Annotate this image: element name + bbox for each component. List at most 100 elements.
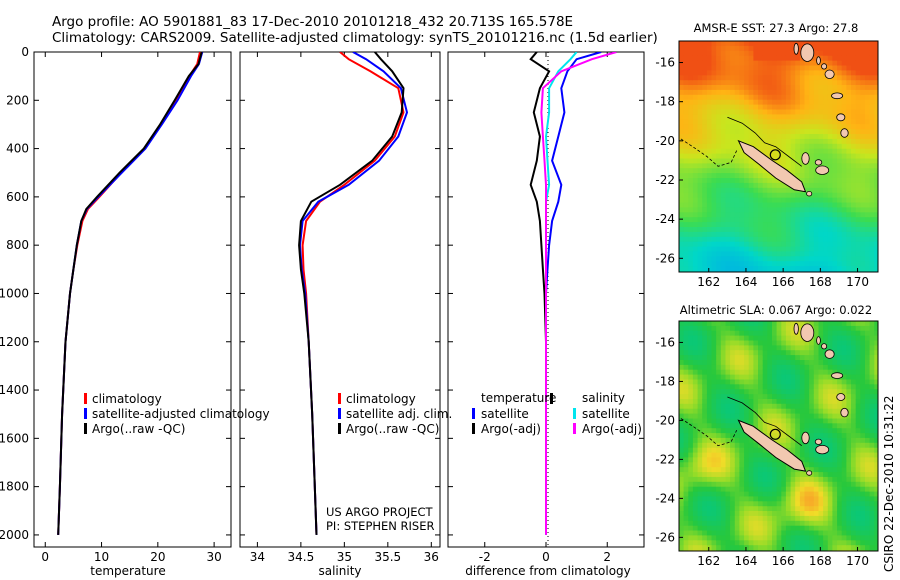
heatmap-cell xyxy=(776,70,782,76)
heatmap-cell xyxy=(790,75,796,81)
heatmap-cell xyxy=(841,506,847,512)
heatmap-cell xyxy=(837,246,843,252)
heatmap-cell xyxy=(767,520,773,527)
heatmap-cell xyxy=(809,501,815,507)
heatmap-cell xyxy=(734,85,740,91)
heatmap-cell xyxy=(725,94,731,101)
heatmap-cell xyxy=(869,197,875,203)
heatmap-cell xyxy=(720,413,726,419)
heatmap-cell xyxy=(720,222,726,228)
heatmap-cell xyxy=(730,158,736,164)
heatmap-cell xyxy=(720,389,726,395)
heatmap-cell xyxy=(753,321,759,327)
heatmap-cell xyxy=(762,535,768,541)
heatmap-cell xyxy=(753,41,759,47)
heatmap-cell xyxy=(744,45,750,52)
heatmap-cell xyxy=(739,413,745,419)
heatmap-cell xyxy=(753,168,759,174)
heatmap-cell xyxy=(734,231,740,238)
heatmap-cell xyxy=(725,241,731,248)
heatmap-cell xyxy=(706,227,712,233)
heatmap-cell xyxy=(790,374,796,380)
heatmap-cell xyxy=(702,202,708,208)
heatmap-cell xyxy=(725,321,731,327)
heatmap-cell xyxy=(739,335,745,341)
heatmap-cell xyxy=(841,124,847,130)
heatmap-cell xyxy=(730,399,736,405)
heatmap-cell xyxy=(851,496,857,502)
heatmap-cell xyxy=(869,467,875,473)
heatmap-cell xyxy=(772,511,778,517)
heatmap-cell xyxy=(711,148,717,155)
heatmap-cell xyxy=(720,330,726,337)
heatmap-cell xyxy=(860,535,866,541)
heatmap-cell xyxy=(720,231,726,238)
heatmap-cell xyxy=(706,345,712,351)
heatmap-cell xyxy=(683,129,689,135)
heatmap-cell xyxy=(688,227,694,233)
heatmap-cell xyxy=(706,437,712,444)
heatmap-cell xyxy=(753,119,759,125)
heatmap-cell xyxy=(776,408,782,415)
heatmap-cell xyxy=(832,85,838,91)
heatmap-cell xyxy=(781,389,787,395)
heatmap-cell xyxy=(734,545,740,551)
heatmap-cell xyxy=(692,207,698,213)
heatmap-cell xyxy=(832,530,838,536)
heatmap-cell xyxy=(758,75,764,81)
heatmap-cell xyxy=(823,138,829,145)
heatmap-cell xyxy=(725,124,731,130)
heatmap-cell xyxy=(874,472,878,478)
heatmap-cell xyxy=(683,99,689,106)
heatmap-cell xyxy=(744,168,750,174)
heatmap-cell xyxy=(758,476,764,483)
heatmap-cell xyxy=(846,486,852,493)
heatmap-cell xyxy=(744,433,750,439)
heatmap-cell xyxy=(818,340,824,346)
heatmap-cell xyxy=(855,462,861,468)
heatmap-cell xyxy=(720,114,726,120)
heatmap-cell xyxy=(739,173,745,179)
heatmap-cell xyxy=(785,350,791,356)
heatmap-cell xyxy=(692,158,698,164)
heatmap-cell xyxy=(790,413,796,419)
heatmap-cell xyxy=(855,374,861,380)
heatmap-cell xyxy=(702,452,708,458)
heatmap-cell xyxy=(832,168,838,174)
heatmap-cell xyxy=(711,45,717,52)
heatmap-cell xyxy=(809,399,815,405)
heatmap-cell xyxy=(706,266,712,272)
heatmap-cell xyxy=(869,251,875,257)
heatmap-cell xyxy=(753,462,759,468)
heatmap-cell xyxy=(818,41,824,47)
salinity-lines xyxy=(298,52,409,535)
heatmap-cell xyxy=(823,143,829,150)
heatmap-cell xyxy=(781,187,787,194)
heatmap-cell xyxy=(772,99,778,106)
heatmap-cell xyxy=(772,45,778,52)
heatmap-cell xyxy=(772,197,778,203)
heatmap-cell xyxy=(762,241,768,248)
heatmap-cell xyxy=(818,222,824,228)
heatmap-cell xyxy=(790,85,796,91)
heatmap-cell xyxy=(725,197,731,203)
heatmap-cell xyxy=(748,217,754,223)
heatmap-cell xyxy=(734,447,740,454)
heatmap-cell xyxy=(827,413,833,419)
heatmap-cell xyxy=(744,251,750,257)
heatmap-cell xyxy=(846,50,852,57)
heatmap-cell xyxy=(860,217,866,223)
heatmap-cell xyxy=(702,481,708,488)
heatmap-cell xyxy=(804,241,810,248)
heatmap-cell xyxy=(702,89,708,96)
heatmap-cell xyxy=(697,45,703,52)
heatmap-cell xyxy=(762,452,768,458)
heatmap-cell xyxy=(869,89,875,96)
heatmap-cell xyxy=(832,403,838,410)
heatmap-cell xyxy=(725,153,731,159)
heatmap-cell xyxy=(809,70,815,76)
heatmap-cell xyxy=(753,491,759,497)
heatmap-cell xyxy=(748,496,754,502)
heatmap-cell xyxy=(841,379,847,385)
heatmap-cell xyxy=(725,501,731,507)
